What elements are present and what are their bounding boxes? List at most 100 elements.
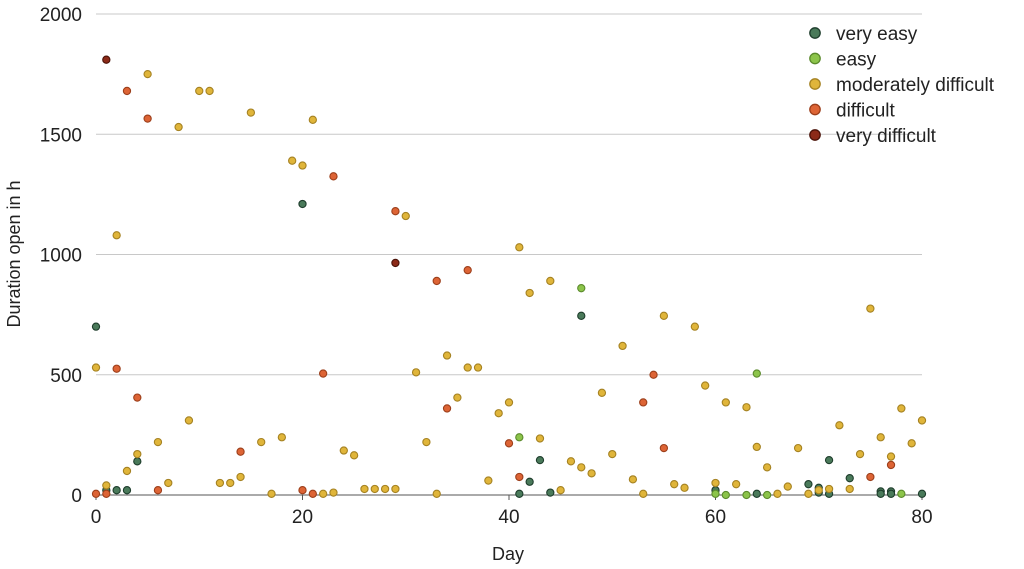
y-axis-ticks: 0 500 1000 1500 2000	[40, 5, 82, 507]
data-point	[515, 243, 524, 252]
data-point	[226, 478, 235, 488]
data-point	[184, 416, 194, 425]
data-point	[236, 447, 245, 456]
data-point	[422, 437, 431, 447]
data-point	[370, 484, 379, 494]
data-point	[391, 484, 400, 494]
data-point	[298, 161, 307, 170]
data-point	[143, 114, 152, 123]
data-point	[721, 398, 730, 407]
data-point	[639, 489, 648, 498]
data-point	[463, 363, 472, 372]
data-point	[122, 466, 132, 476]
data-point	[546, 276, 555, 286]
data-point	[411, 368, 421, 377]
data-point	[876, 489, 885, 498]
data-point	[886, 452, 896, 461]
data-point	[783, 482, 792, 491]
x-tick-label: 20	[292, 507, 313, 528]
data-point	[680, 483, 689, 492]
data-point	[432, 276, 441, 286]
data-point	[711, 489, 720, 498]
data-point	[515, 433, 524, 442]
data-point	[752, 369, 761, 378]
data-point	[876, 433, 885, 442]
data-point	[215, 478, 225, 488]
data-point	[318, 489, 328, 498]
y-tick-label: 500	[50, 366, 82, 387]
data-point	[628, 475, 638, 484]
legend-marker	[809, 52, 821, 65]
series-1	[515, 284, 906, 500]
data-point	[102, 55, 111, 64]
data-point	[587, 469, 596, 478]
data-point	[174, 122, 183, 132]
data-points	[91, 55, 927, 500]
data-point	[804, 489, 813, 498]
data-point	[308, 489, 317, 498]
data-point	[298, 199, 307, 209]
data-point	[773, 489, 782, 498]
data-point	[112, 486, 121, 495]
x-tick-label: 60	[705, 507, 726, 528]
y-tick-label: 2000	[40, 5, 82, 26]
data-point	[380, 484, 390, 494]
data-point	[91, 489, 101, 498]
data-point	[804, 480, 813, 489]
data-point	[122, 486, 132, 495]
data-point	[866, 472, 875, 482]
legend: very easy easy moderately difficult difficu…	[809, 24, 995, 147]
data-point	[525, 288, 534, 298]
data-point	[711, 478, 720, 488]
data-point	[907, 439, 916, 448]
data-point	[721, 490, 730, 500]
data-point	[360, 484, 369, 494]
data-point	[752, 489, 761, 498]
data-point	[153, 437, 163, 447]
x-tick-label: 80	[911, 507, 932, 528]
data-point	[91, 363, 101, 372]
data-point	[257, 437, 266, 447]
legend-label: easy	[836, 50, 877, 71]
x-tick-label: 40	[498, 507, 519, 528]
data-point	[897, 489, 906, 498]
data-point	[133, 449, 142, 459]
data-point	[742, 403, 751, 412]
data-point	[143, 69, 152, 79]
data-point	[732, 480, 741, 489]
legend-label: very difficult	[836, 126, 937, 147]
legend-marker	[809, 103, 821, 116]
data-point	[102, 489, 111, 498]
legend-marker	[809, 27, 821, 39]
data-point	[618, 341, 627, 351]
data-point	[484, 476, 493, 485]
y-tick-label: 0	[71, 486, 82, 507]
data-point	[153, 486, 163, 495]
x-tick-label: 0	[91, 507, 102, 528]
data-point	[442, 404, 452, 413]
data-point	[329, 488, 338, 497]
data-point	[845, 484, 854, 494]
data-point	[339, 446, 348, 455]
data-point	[349, 451, 359, 460]
y-tick-label: 1000	[40, 246, 82, 267]
series-2	[91, 69, 927, 498]
data-point	[515, 472, 524, 482]
data-point	[546, 488, 555, 497]
data-point	[133, 457, 142, 466]
data-point	[535, 455, 545, 465]
legend-label: very easy	[836, 24, 918, 45]
data-point	[277, 433, 286, 442]
data-point	[525, 477, 534, 486]
y-tick-label: 1500	[40, 125, 82, 146]
data-point	[649, 370, 658, 379]
data-point	[752, 442, 761, 452]
data-point	[391, 258, 400, 268]
data-point	[246, 108, 256, 117]
data-point	[866, 304, 875, 313]
data-point	[442, 351, 452, 360]
x-axis-ticks: 0 20 40 60 80	[91, 495, 933, 528]
data-point	[391, 207, 400, 216]
data-point	[267, 489, 276, 498]
data-point	[504, 439, 514, 448]
